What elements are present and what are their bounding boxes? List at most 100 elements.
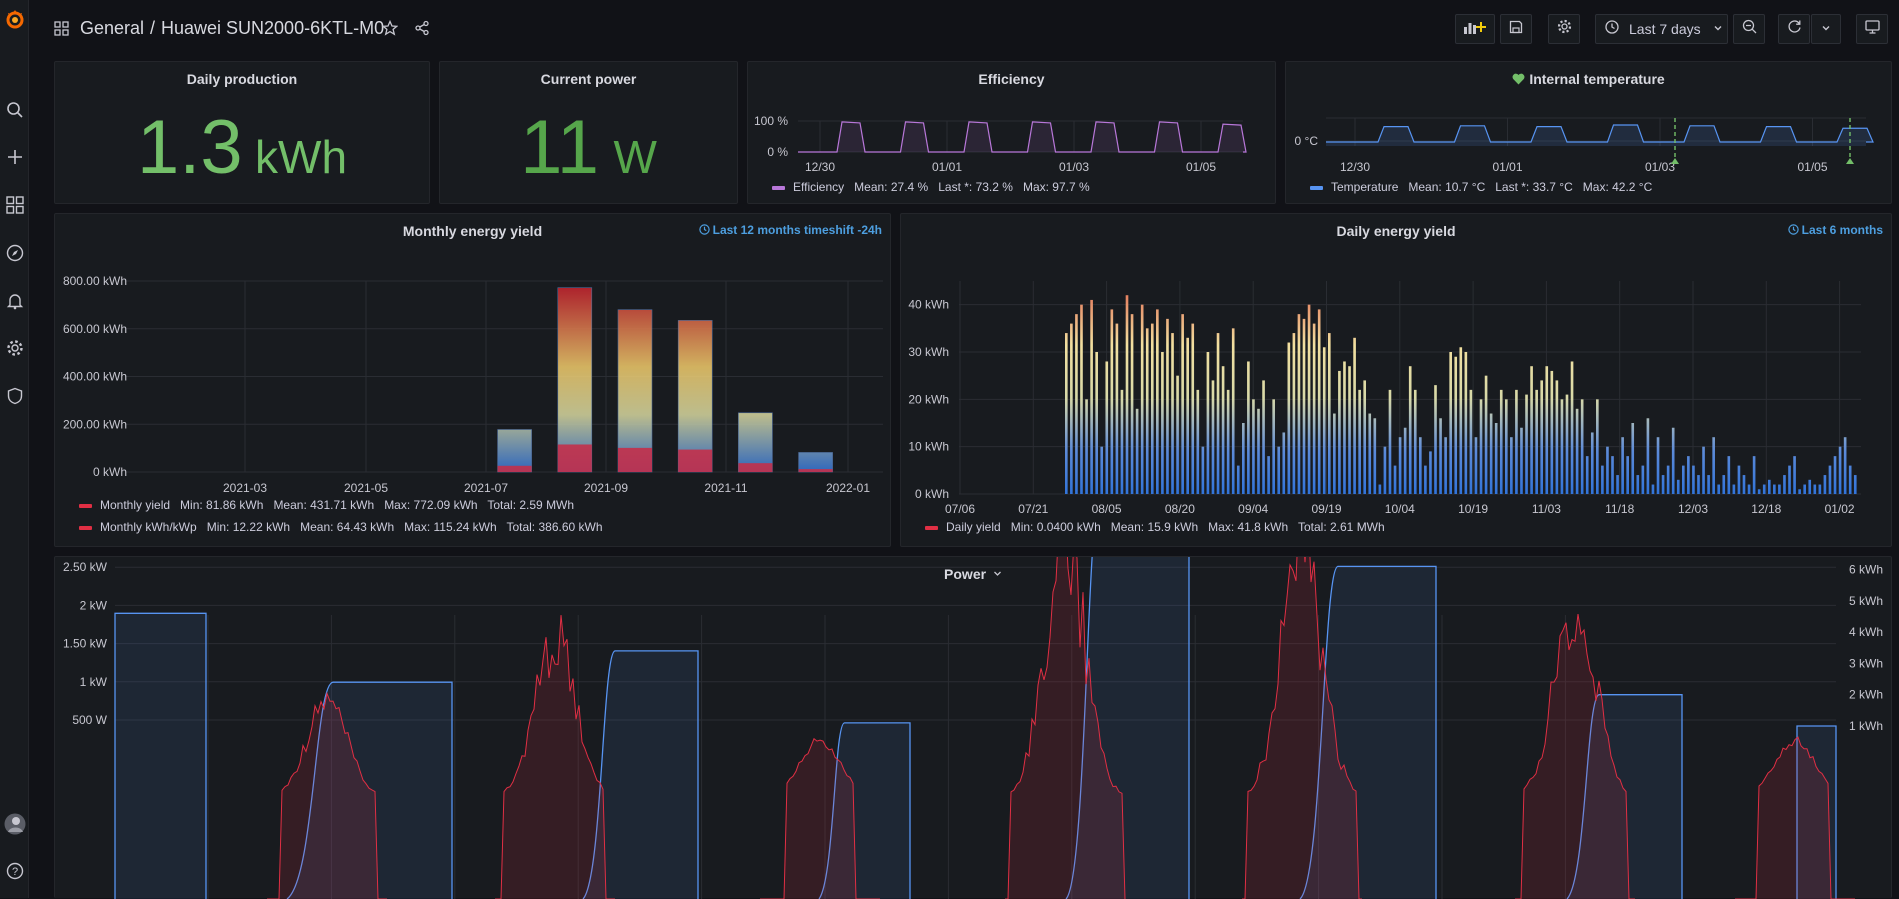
x-tick-label: 12/30 <box>805 160 835 174</box>
daily-yield-bar <box>1095 352 1098 494</box>
daily-yield-bar <box>1383 446 1387 494</box>
panel-title: Monthly energy yield <box>402 223 543 239</box>
refresh-button[interactable] <box>1778 14 1810 44</box>
time-shift-label: Last 6 months <box>1801 223 1883 237</box>
dashboard-title[interactable]: Huawei SUN2000-6KTL-M0 <box>161 18 385 38</box>
daily-yield-bar <box>1267 456 1270 494</box>
daily-yield-bar <box>1687 456 1690 494</box>
daily-yield-bar <box>1186 337 1190 494</box>
add-panel-button[interactable] <box>1455 14 1495 44</box>
x-tick-label: 01/01 <box>932 160 962 174</box>
daily-yield-bar <box>1575 408 1579 494</box>
daily-yield-bar <box>1171 333 1174 494</box>
daily-yield-bar <box>1494 423 1498 494</box>
time-range-picker[interactable]: Last 7 days <box>1595 14 1728 44</box>
daily-yield-bar <box>1747 484 1751 494</box>
refresh-icon <box>1787 19 1802 39</box>
daily-yield-bar <box>1424 465 1427 494</box>
create-plus-icon[interactable] <box>0 143 29 171</box>
daily-yield-bar <box>1211 380 1215 494</box>
daily-yield-bar <box>1843 437 1847 494</box>
dashboards-grid-icon[interactable] <box>0 191 29 219</box>
daily-yield-bar <box>1196 389 1200 494</box>
save-dashboard-button[interactable] <box>1500 14 1532 44</box>
grafana-logo-icon[interactable] <box>0 5 29 33</box>
daily-yield-bar <box>1413 389 1417 494</box>
y-tick-label: 800.00 kWh <box>63 274 127 288</box>
legend-min: Min: 81.86 kWh <box>180 498 264 512</box>
refresh-interval-dropdown[interactable] <box>1811 14 1841 44</box>
legend-series-name[interactable]: Daily yield <box>946 520 1001 534</box>
daily-yield-bar <box>1408 366 1412 494</box>
y-tick-label: 600.00 kWh <box>63 322 127 336</box>
legend-series-name[interactable]: Temperature <box>1331 180 1399 194</box>
share-icon[interactable] <box>414 20 430 41</box>
daily-yield-bar <box>1388 389 1392 494</box>
current-power-panel: Current power 11 W <box>439 61 738 204</box>
daily-energy-yield-panel: Daily energy yield Last 6 months 0 kWh 10… <box>900 213 1892 547</box>
monthly-kwp-bar <box>497 465 532 472</box>
daily-yield-bar <box>1075 314 1078 494</box>
panel-title-block[interactable]: Power <box>55 565 1891 582</box>
daily-yield-bar <box>1722 475 1726 494</box>
daily-yield-bar <box>1646 418 1650 494</box>
daily-yield-bar <box>1166 318 1169 494</box>
x-tick-label: 01/01 <box>1492 160 1522 174</box>
daily-yield-bar <box>1135 408 1139 494</box>
daily-yield-bar <box>1120 389 1124 494</box>
clock-icon <box>1787 224 1799 238</box>
configuration-gear-icon[interactable] <box>0 334 29 362</box>
daily-yield-bar <box>1631 423 1635 494</box>
daily-yield-bar <box>1348 366 1351 494</box>
daily-yield-bar <box>1333 413 1336 494</box>
monthly-kwp-bar <box>617 447 652 472</box>
search-icon[interactable] <box>0 96 29 124</box>
legend-max: Max: 41.8 kWh <box>1208 520 1289 534</box>
monthly-kwp-bar <box>678 449 713 472</box>
user-avatar[interactable] <box>0 810 29 838</box>
daily-yield-bar <box>1419 437 1422 494</box>
daily-yield-bar <box>1540 380 1544 494</box>
daily-yield-bar <box>1828 465 1832 494</box>
daily-yield-bar <box>1560 399 1564 494</box>
clock-icon <box>1605 19 1619 39</box>
daily-yield-bar <box>1813 484 1817 494</box>
legend-max: Max: 772.09 kWh <box>384 498 478 512</box>
monthly-energy-yield-panel: Monthly energy yield Last 12 months time… <box>54 213 891 547</box>
legend-swatch <box>925 525 938 530</box>
legend-series-name[interactable]: Monthly kWh/kWp <box>100 520 197 534</box>
legend-max: Max: 115.24 kWh <box>404 520 497 534</box>
daily-yield-bar <box>1565 394 1569 494</box>
x-tick-label: 10/04 <box>1385 502 1415 516</box>
help-icon[interactable]: ? <box>0 857 29 885</box>
breadcrumb-folder[interactable]: General <box>80 18 145 38</box>
panel-title: Daily production <box>186 71 298 87</box>
y-tick-label: 0 °C <box>1295 134 1319 148</box>
stat-value: 1.3 <box>136 105 243 190</box>
monthly-kwp-bar <box>557 444 592 472</box>
daily-yield-bar <box>1247 361 1250 494</box>
daily-yield-bar <box>1656 437 1660 494</box>
daily-yield-bar <box>1070 323 1073 494</box>
y-tick-label-right: 6 kWh <box>1849 563 1883 577</box>
panel-title: Internal temperature <box>1529 71 1665 87</box>
legend-series-name[interactable]: Monthly yield <box>100 498 171 512</box>
dashboard-settings-button[interactable] <box>1548 14 1580 44</box>
star-icon[interactable] <box>381 19 399 41</box>
daily-yield-bar <box>1636 475 1640 494</box>
alerting-bell-icon[interactable] <box>0 287 29 315</box>
x-tick-label: 01/03 <box>1645 160 1675 174</box>
zoom-out-button[interactable] <box>1733 14 1765 44</box>
daily-yield-bar <box>1702 446 1705 494</box>
explore-compass-icon[interactable] <box>0 239 29 267</box>
panel-title-block: Internal temperature <box>1286 71 1891 88</box>
daily-yield-bar <box>1525 394 1528 494</box>
daily-yield-bar <box>1368 413 1372 494</box>
x-tick-label: 01/05 <box>1797 160 1827 174</box>
tv-mode-button[interactable] <box>1856 14 1888 44</box>
daily-yield-bar <box>1292 333 1296 494</box>
monthly-legend-row-1: Monthly yield Min: 81.86 kWh Mean: 431.7… <box>79 498 574 512</box>
legend-series-name[interactable]: Efficiency <box>793 180 845 194</box>
y-tick-label: 40 kWh <box>908 298 949 312</box>
server-admin-shield-icon[interactable] <box>0 382 29 410</box>
